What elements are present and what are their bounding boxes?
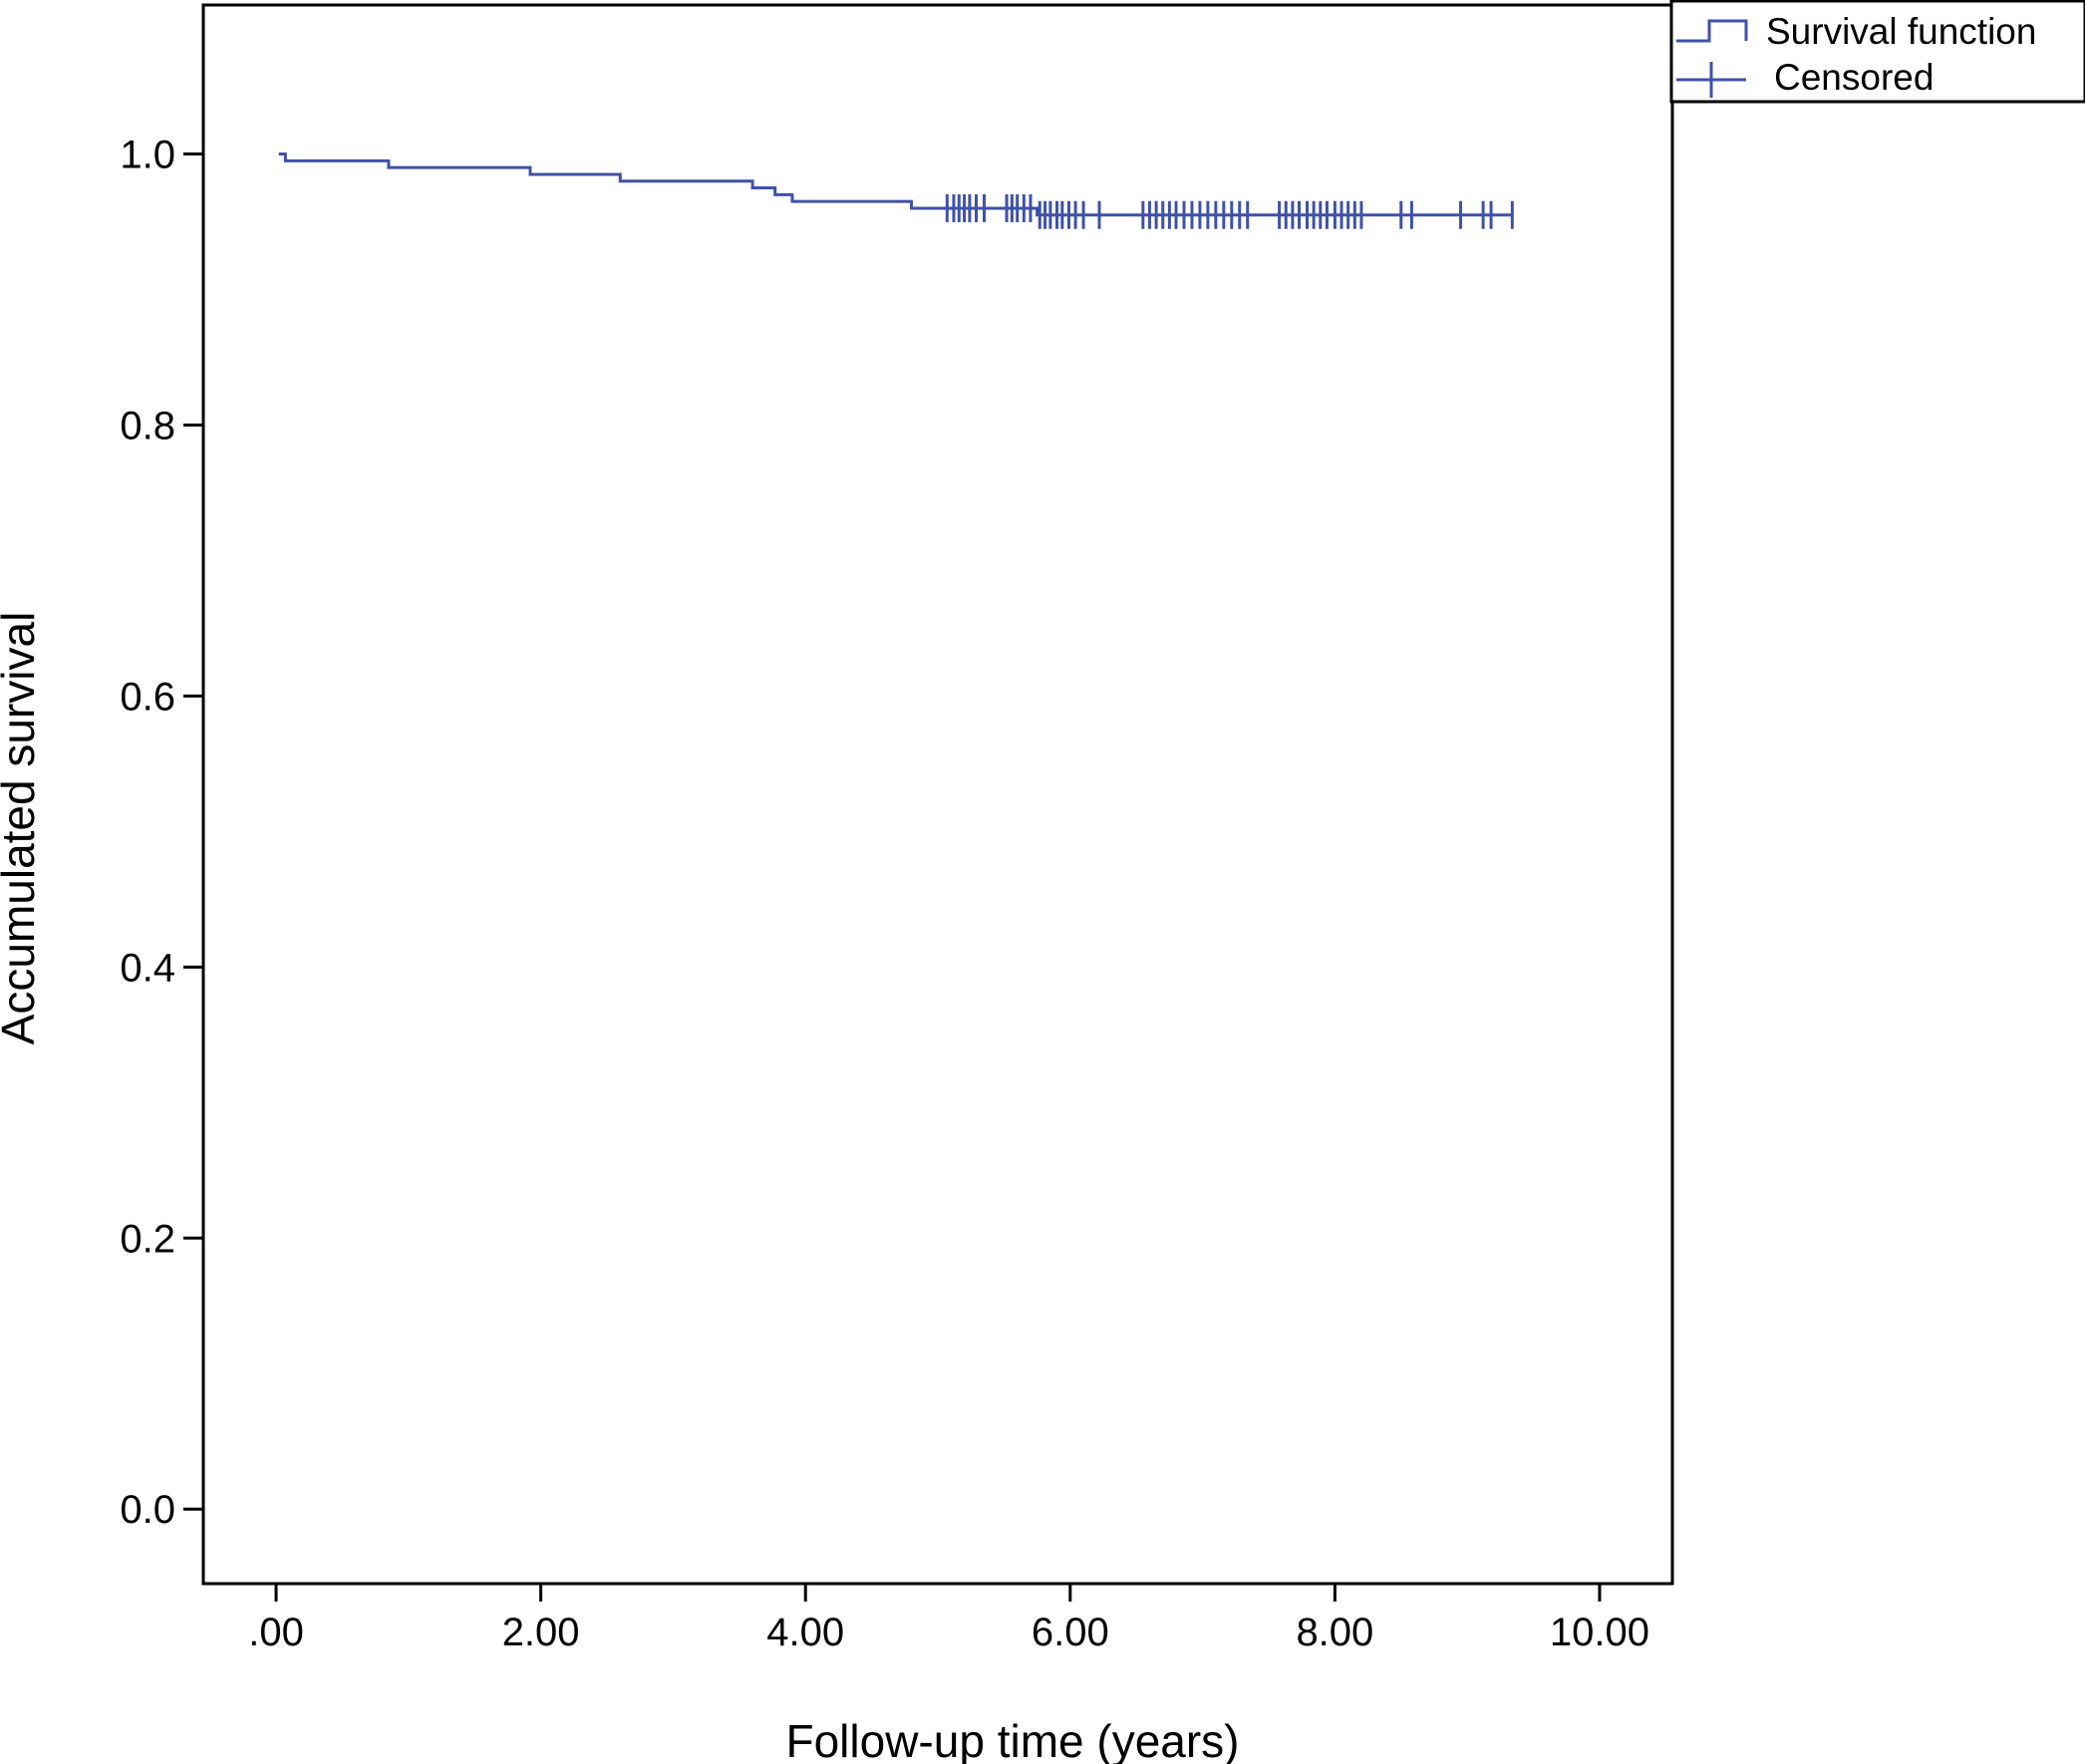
y-tick-label: 0.2 [120,1217,175,1261]
legend-label-censored: Censored [1774,57,1934,98]
y-axis: 0.0 0.2 0.4 0.6 0.8 1.0 [120,134,203,1532]
x-tick-label: 8.00 [1296,1611,1373,1654]
y-tick-label: 0.6 [120,675,175,719]
y-axis-title: Accumulated survival [0,612,44,1045]
legend-box [1669,0,2085,104]
x-tick-label: .00 [248,1611,304,1654]
x-tick-label: 2.00 [502,1611,580,1654]
x-tick-label: 4.00 [766,1611,844,1654]
x-tick-label: 10.00 [1550,1611,1649,1654]
x-axis: .00 2.00 4.00 6.00 8.00 10.00 [248,1584,1649,1654]
y-tick-label: 0.0 [120,1488,175,1532]
survival-function-line [278,152,1514,217]
series-layer [278,152,1514,229]
legend-label-survival-function: Survival function [1766,11,2036,52]
x-axis-title: Follow-up time (years) [786,1715,1240,1764]
legend-step-symbol [1676,19,1748,43]
y-tick-label: 0.8 [120,404,175,447]
x-tick-label: 6.00 [1032,1611,1109,1654]
y-tick-label: 0.4 [120,946,175,990]
legend: Survival function Censored [1669,0,2085,104]
plot-frame [201,3,1674,1586]
y-tick-label: 1.0 [120,134,175,177]
